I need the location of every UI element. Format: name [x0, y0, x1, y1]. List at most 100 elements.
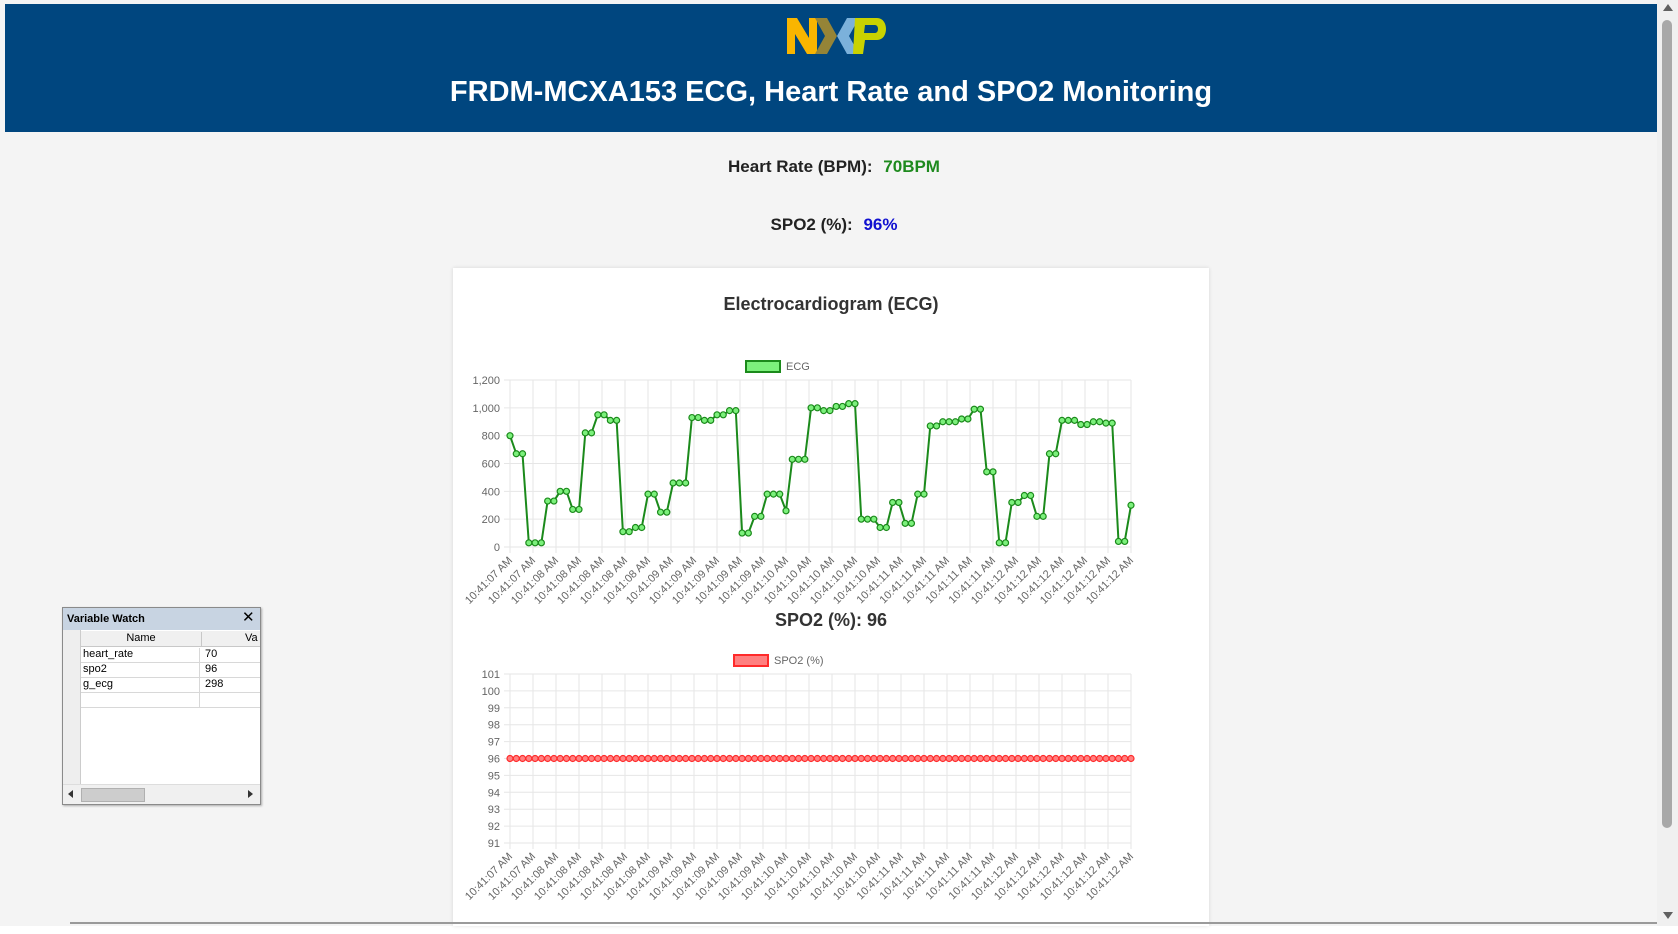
- data-point: [506, 754, 514, 763]
- spo2-chart: SPO2 (%)91929394959697989910010110:41:07…: [463, 654, 1136, 903]
- data-point: [506, 432, 514, 440]
- data-point: [801, 455, 809, 463]
- data-point: [1108, 754, 1116, 763]
- data-point: [725, 407, 734, 415]
- data-point: [569, 505, 577, 514]
- data-point: [606, 416, 614, 424]
- y-tick-label: 91: [488, 838, 500, 850]
- variable-value: 70: [205, 648, 218, 660]
- data-point: [1096, 754, 1104, 763]
- data-point: [1114, 537, 1123, 546]
- data-point: [531, 539, 539, 547]
- data-point: [1102, 419, 1110, 427]
- spo2-chart-title: SPO2 (%): 96: [774, 610, 888, 630]
- data-point: [857, 754, 865, 763]
- data-point: [525, 754, 533, 763]
- spo2-label: SPO2 (%):: [770, 215, 853, 234]
- data-point: [550, 754, 558, 763]
- data-point: [807, 404, 815, 412]
- scroll-right-icon[interactable]: [248, 790, 253, 798]
- table-row[interactable]: g_ecg 298: [81, 677, 260, 693]
- variable-watch-window[interactable]: Variable Watch ✕ Name Va heart_rate 70 s…: [62, 607, 261, 805]
- data-point: [807, 754, 815, 763]
- data-point: [682, 754, 690, 763]
- data-point: [895, 754, 903, 763]
- data-point: [606, 754, 614, 763]
- data-point: [688, 754, 696, 763]
- y-tick-label: 96: [488, 754, 500, 766]
- data-point: [550, 497, 558, 505]
- data-point: [776, 754, 784, 763]
- scrollbar-thumb[interactable]: [81, 788, 145, 802]
- data-point: [1020, 754, 1028, 763]
- data-point: [920, 754, 928, 763]
- data-point: [845, 754, 853, 763]
- y-tick-label: 101: [482, 669, 500, 681]
- scroll-up-icon[interactable]: [1663, 4, 1673, 11]
- data-point: [820, 407, 828, 415]
- data-point: [625, 528, 633, 536]
- horizontal-scrollbar[interactable]: [63, 784, 260, 804]
- data-point: [995, 539, 1003, 547]
- scrollbar-thumb[interactable]: [1662, 20, 1672, 828]
- data-point: [562, 754, 571, 763]
- table-row[interactable]: heart_rate 70: [81, 647, 260, 663]
- data-point: [544, 497, 552, 505]
- data-point: [939, 418, 947, 426]
- y-tick-label: 800: [482, 431, 500, 443]
- data-point: [556, 754, 564, 763]
- spo2-value: 96%: [863, 215, 898, 234]
- data-point: [763, 754, 771, 763]
- data-point: [1020, 491, 1028, 500]
- data-point: [914, 754, 922, 763]
- data-point: [851, 400, 859, 408]
- data-point: [958, 415, 966, 423]
- data-point: [587, 429, 596, 437]
- data-point: [537, 754, 545, 763]
- scroll-left-icon[interactable]: [68, 790, 73, 798]
- data-point: [738, 529, 746, 537]
- data-point: [832, 754, 840, 763]
- data-point: [631, 523, 640, 532]
- data-point: [738, 754, 746, 763]
- data-point: [989, 754, 997, 763]
- variable-watch-titlebar[interactable]: Variable Watch ✕: [63, 608, 260, 630]
- vertical-scrollbar[interactable]: [1657, 0, 1678, 926]
- data-point: [932, 422, 941, 430]
- column-header-value[interactable]: Va: [245, 632, 258, 644]
- data-point: [575, 754, 583, 763]
- data-point: [732, 754, 740, 763]
- data-point: [700, 416, 709, 424]
- data-point: [707, 754, 715, 763]
- data-point: [650, 754, 658, 763]
- y-tick-label: 99: [488, 703, 500, 715]
- data-point: [1083, 420, 1091, 429]
- y-tick-label: 1,000: [472, 403, 500, 415]
- data-point: [581, 429, 589, 437]
- data-point: [1077, 754, 1085, 763]
- data-point: [857, 515, 865, 523]
- data-point: [926, 754, 934, 763]
- table-row[interactable]: spo2 96: [81, 662, 260, 678]
- data-point: [1039, 754, 1047, 763]
- data-point: [995, 754, 1003, 763]
- column-header-name[interactable]: Name: [81, 632, 202, 646]
- data-point: [732, 407, 740, 415]
- y-tick-label: 200: [482, 514, 500, 526]
- close-icon[interactable]: ✕: [242, 609, 255, 626]
- scroll-down-icon[interactable]: [1663, 912, 1673, 919]
- data-point: [751, 754, 759, 763]
- empty-row[interactable]: [81, 692, 260, 708]
- data-point: [751, 512, 759, 520]
- data-point: [594, 754, 602, 763]
- data-point: [820, 754, 828, 763]
- data-point: [1070, 754, 1079, 763]
- chart-legend: SPO2 (%): [733, 654, 824, 667]
- data-point: [1108, 419, 1116, 427]
- data-point: [581, 754, 589, 763]
- data-point: [926, 422, 934, 430]
- data-point: [600, 411, 608, 419]
- data-point: [575, 505, 583, 514]
- data-point: [876, 754, 884, 763]
